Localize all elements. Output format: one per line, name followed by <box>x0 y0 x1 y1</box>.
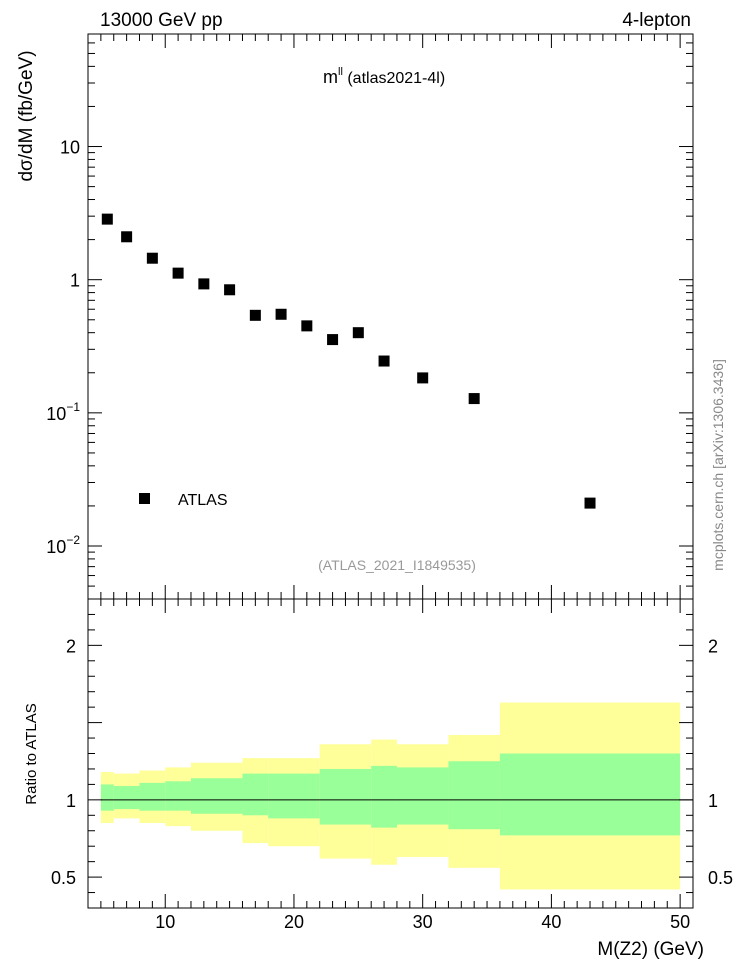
main-plot-frame <box>87 33 694 600</box>
inner-band <box>268 773 320 819</box>
inner-band <box>448 761 500 830</box>
main-y-tick-exp: −1 <box>66 400 80 414</box>
ratio-y-tick-label-right: 0.5 <box>708 868 733 888</box>
main-y-tick-base: 1 <box>70 271 80 291</box>
x-tick-label: 50 <box>670 912 690 932</box>
ratio-y-tick-label-right: 1 <box>708 791 718 811</box>
data-point <box>101 213 113 225</box>
plot-title-sup: ll <box>338 66 343 78</box>
inner-band <box>165 781 191 811</box>
data-point <box>146 252 158 264</box>
data-point <box>249 309 261 321</box>
main-y-tick-base: 10 <box>60 138 80 158</box>
data-points <box>101 213 596 509</box>
inner-band <box>396 767 449 825</box>
main-axis-ticks <box>88 33 693 600</box>
analysis-id-label: (ATLAS_2021_I1849535) <box>318 557 476 573</box>
main-y-tick-label: 10−1 <box>46 400 80 424</box>
data-point <box>327 334 339 346</box>
inner-band <box>371 765 397 828</box>
inner-band <box>319 768 372 825</box>
data-point <box>378 355 390 367</box>
legend-marker-atlas <box>139 493 150 504</box>
inner-band <box>100 784 114 811</box>
inner-band <box>190 778 243 814</box>
data-point <box>301 320 313 332</box>
main-y-tick-label: 10 <box>60 138 80 158</box>
data-point <box>468 393 480 405</box>
inner-band <box>139 782 166 811</box>
ratio-axis-ticks <box>88 599 693 908</box>
ratio-panel: 0.5 0.5 1 1 2 2 10 20 30 40 50 Ratio to ATLAS M(Z… <box>23 598 733 960</box>
x-tick-label: 40 <box>541 912 561 932</box>
inner-band <box>242 773 269 816</box>
x-tick-label: 10 <box>155 912 175 932</box>
header-right-label: 4-lepton <box>622 10 691 31</box>
main-y-tick-base: 10 <box>46 404 66 424</box>
ratio-x-tick-labels: 10 20 30 40 50 <box>155 912 690 932</box>
x-tick-label: 30 <box>413 912 433 932</box>
side-credit-label: mcplots.cern.ch [arXiv:1306.3436] <box>710 359 726 571</box>
ratio-y-tick-label-right: 2 <box>708 636 718 656</box>
plot-title: mll (atlas2021-4l) <box>323 66 445 87</box>
data-point <box>417 372 429 384</box>
main-y-tick-base: 10 <box>46 537 66 557</box>
ratio-bands <box>100 702 681 890</box>
main-y-tick-exp: −2 <box>66 533 80 547</box>
data-point <box>224 284 236 296</box>
data-point <box>584 497 596 509</box>
x-tick-label: 20 <box>284 912 304 932</box>
plot-title-m: m <box>323 67 338 87</box>
data-point <box>198 278 210 290</box>
ratio-y-tick-label-left: 1 <box>66 791 76 811</box>
inner-band <box>499 753 681 836</box>
legend-label-atlas: ATLAS <box>178 492 228 509</box>
main-y-tick-label: 10−2 <box>46 533 80 557</box>
data-point <box>352 327 364 339</box>
main-y-tick-label: 1 <box>70 271 80 291</box>
data-point <box>172 267 184 279</box>
data-point <box>275 308 287 320</box>
ratio-y-tick-label-left: 2 <box>66 636 76 656</box>
ratio-y-tick-labels: 0.5 0.5 1 1 2 2 <box>51 636 733 888</box>
x-axis-label: M(Z2) (GeV) <box>597 939 704 960</box>
main-y-axis-label: dσ/dM (fb/GeV) <box>16 50 37 181</box>
inner-band <box>113 785 140 810</box>
plot-title-suffix: (atlas2021-4l) <box>343 70 445 87</box>
header-left-label: 13000 GeV pp <box>100 10 223 31</box>
ratio-y-tick-label-left: 0.5 <box>51 868 76 888</box>
ratio-y-axis-label: Ratio to ATLAS <box>23 703 40 804</box>
data-point <box>121 231 133 243</box>
